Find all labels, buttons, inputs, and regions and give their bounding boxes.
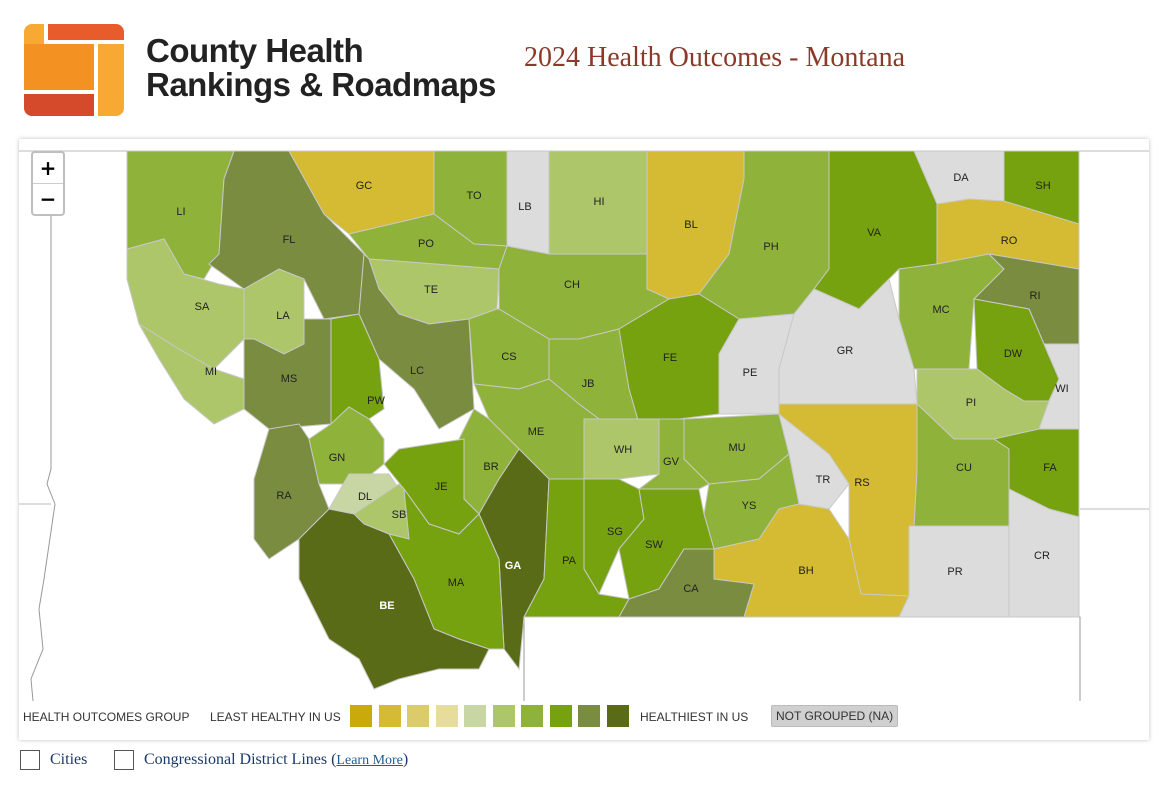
county-label-cu: CU — [956, 462, 972, 474]
county-label-tr: TR — [816, 474, 831, 486]
county-label-ys: YS — [742, 500, 757, 512]
legend-swatch-2 — [378, 705, 401, 727]
county-label-va: VA — [867, 227, 882, 239]
cities-checkbox[interactable] — [20, 750, 40, 770]
county-label-ra: RA — [276, 490, 292, 502]
county-label-to: TO — [466, 190, 482, 202]
logo — [24, 24, 124, 116]
county-label-pi: PI — [966, 397, 976, 409]
counties-layer[interactable] — [126, 150, 1080, 690]
county-ca[interactable] — [618, 548, 755, 618]
county-wh[interactable] — [583, 418, 660, 480]
county-label-ga: GA — [505, 560, 522, 572]
legend-least-label: LEAST HEALTHY IN US — [210, 710, 341, 724]
county-label-be: BE — [379, 600, 394, 612]
county-label-fe: FE — [663, 352, 677, 364]
county-label-sb: SB — [392, 509, 407, 521]
legend-swatch-5 — [464, 705, 486, 727]
county-be[interactable] — [298, 508, 490, 690]
county-label-gr: GR — [837, 345, 854, 357]
county-gv[interactable] — [637, 418, 710, 490]
county-label-po: PO — [418, 238, 434, 250]
zoom-out-button[interactable]: − — [33, 183, 63, 214]
zoom-in-button[interactable]: + — [39, 156, 57, 180]
legend-na-badge: NOT GROUPED (NA) — [771, 705, 899, 727]
county-label-gv: GV — [663, 456, 680, 468]
county-label-jb: JB — [582, 378, 595, 390]
legend-swatch-8 — [549, 705, 572, 727]
legend-swatch-9 — [578, 705, 600, 727]
county-label-bh: BH — [798, 565, 813, 577]
county-label-mi: MI — [205, 366, 217, 378]
brand-line-1: County Health — [146, 32, 364, 69]
county-label-ca: CA — [683, 583, 699, 595]
county-label-lc: LC — [410, 365, 424, 377]
county-label-rs: RS — [854, 477, 869, 489]
county-label-me: ME — [528, 426, 545, 438]
county-label-sh: SH — [1035, 180, 1050, 192]
county-label-ri: RI — [1030, 290, 1041, 302]
county-label-li: LI — [176, 206, 185, 218]
district-lines-label: Congressional District Lines (Learn More… — [144, 751, 408, 769]
county-label-br: BR — [483, 461, 498, 473]
county-label-bl: BL — [684, 219, 697, 231]
legend-swatch-6 — [492, 705, 515, 727]
county-label-dl: DL — [358, 491, 372, 503]
montana-county-map[interactable]: LI FL GC TO LB HI BL PH VA DA SH RO PO SA LA TE CH MC RI MI… — [19, 139, 1149, 701]
county-label-sa: SA — [195, 301, 210, 313]
brand-name: County Health Rankings & Roadmaps — [146, 34, 496, 102]
county-label-pw: PW — [367, 395, 385, 407]
legend-swatch-1 — [350, 705, 372, 727]
legend-healthiest-label: HEALTHIEST IN US — [640, 710, 749, 724]
learn-more-link[interactable]: Learn More — [336, 753, 403, 768]
county-label-je: JE — [435, 481, 448, 493]
district-lines-text: Congressional District Lines ( — [144, 751, 337, 768]
legend-swatch-10 — [606, 705, 629, 727]
county-label-cr: CR — [1034, 550, 1050, 562]
district-lines-checkbox[interactable] — [114, 750, 134, 770]
county-label-dw: DW — [1004, 348, 1023, 360]
county-label-mc: MC — [932, 304, 949, 316]
page-title: 2024 Health Outcomes - Montana — [524, 42, 906, 73]
county-label-pe: PE — [743, 367, 758, 379]
county-label-ms: MS — [281, 373, 298, 385]
county-label-fa: FA — [1043, 462, 1057, 474]
county-label-sw: SW — [645, 539, 663, 551]
county-label-hi: HI — [594, 196, 605, 208]
brand-line-2: Rankings & Roadmaps — [146, 66, 496, 103]
county-pr[interactable] — [898, 525, 1010, 618]
county-label-pr: PR — [947, 566, 962, 578]
county-label-ph: PH — [763, 241, 778, 253]
county-label-fl: FL — [283, 234, 296, 246]
legend-group-label: HEALTH OUTCOMES GROUP — [23, 710, 190, 724]
county-label-la: LA — [276, 310, 290, 322]
county-labels: LI FL GC TO LB HI BL PH VA DA SH RO PO SA LA TE CH MC RI MI… — [176, 172, 1068, 612]
county-lc[interactable] — [358, 252, 475, 430]
county-cr[interactable] — [1008, 488, 1080, 618]
county-label-da: DA — [953, 172, 969, 184]
cities-label: Cities — [50, 751, 88, 768]
county-label-ma: MA — [448, 577, 465, 589]
close-paren: ) — [402, 751, 409, 768]
county-label-gn: GN — [329, 452, 346, 464]
map-panel[interactable]: LI FL GC TO LB HI BL PH VA DA SH RO PO SA LA TE CH MC RI MI… — [19, 139, 1149, 740]
county-label-mu: MU — [728, 442, 745, 454]
county-label-ro: RO — [1001, 235, 1018, 247]
county-label-lb: LB — [518, 201, 531, 213]
county-label-gc: GC — [356, 180, 373, 192]
legend-swatch-7 — [521, 705, 543, 727]
county-label-te: TE — [424, 284, 438, 296]
county-pa[interactable] — [523, 478, 630, 618]
county-label-sg: SG — [607, 526, 623, 538]
county-label-pa: PA — [562, 555, 577, 567]
county-gr[interactable] — [778, 278, 918, 405]
zoom-control: + − — [31, 151, 65, 216]
county-label-cs: CS — [501, 351, 516, 363]
legend-swatch-4 — [435, 705, 458, 727]
county-label-wi: WI — [1055, 383, 1068, 395]
legend: HEALTH OUTCOMES GROUP LEAST HEALTHY IN U… — [19, 701, 1149, 731]
legend-swatch-3 — [407, 705, 429, 727]
county-label-wh: WH — [614, 444, 632, 456]
county-label-ch: CH — [564, 279, 580, 291]
